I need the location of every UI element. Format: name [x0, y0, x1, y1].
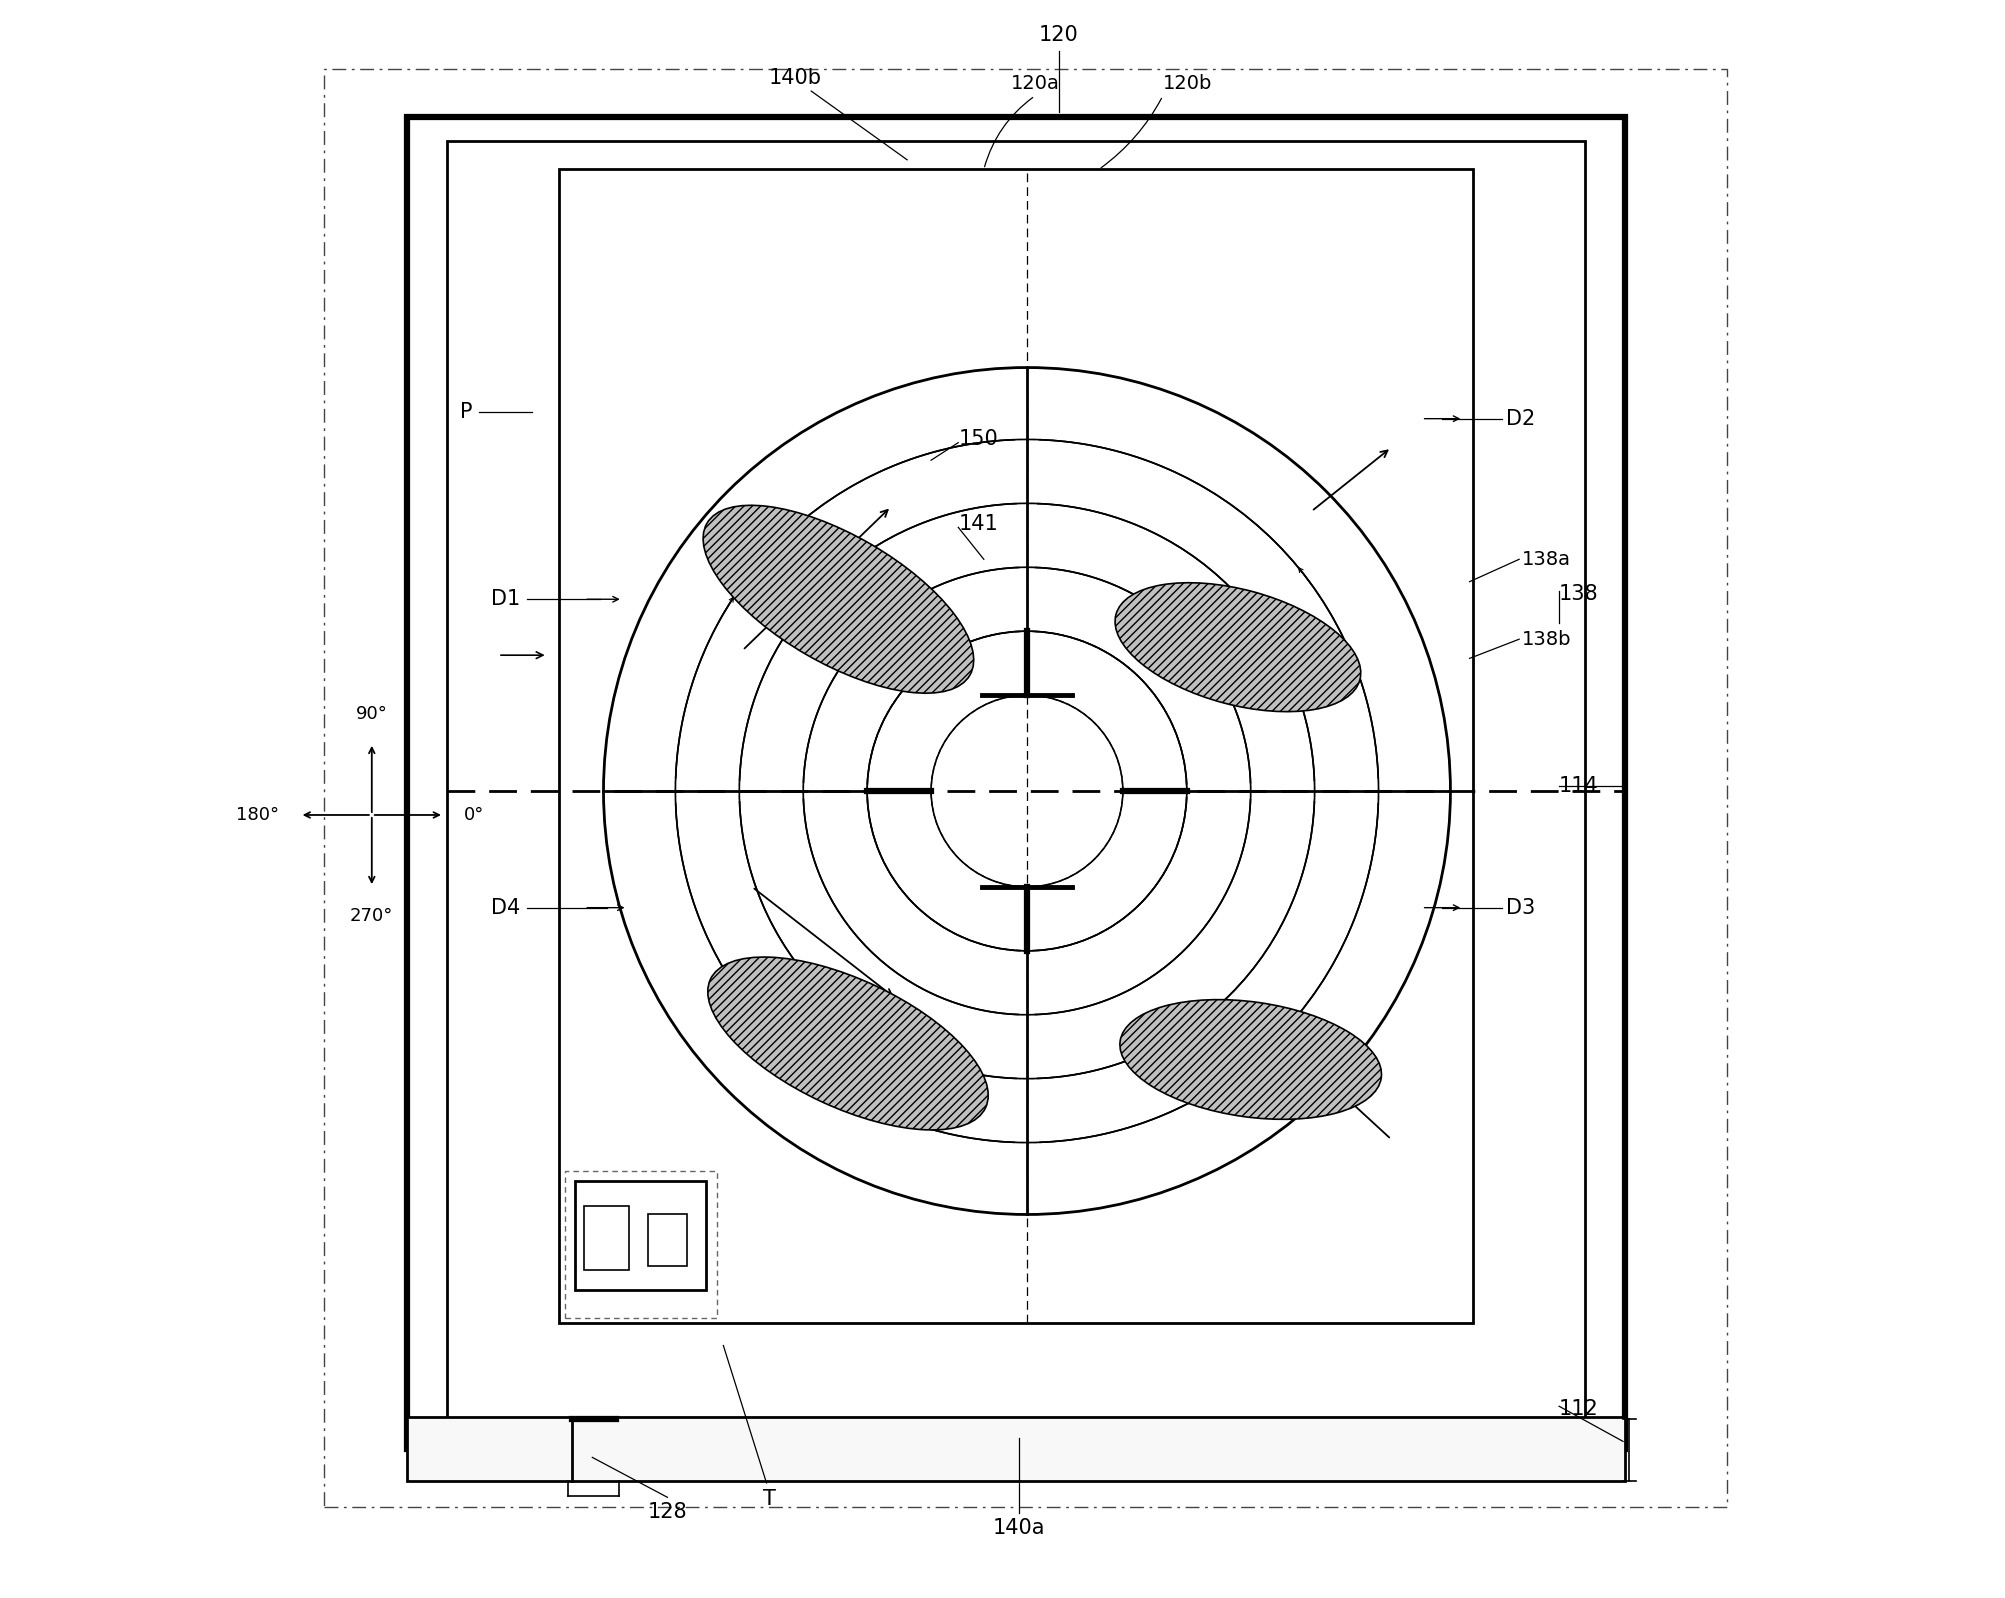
Bar	[323, 69, 1726, 1507]
Text: P: P	[459, 403, 473, 422]
Text: 120a: 120a	[1011, 74, 1059, 93]
Bar	[583, 1206, 630, 1270]
Bar	[648, 1214, 686, 1266]
Text: 112: 112	[1558, 1400, 1598, 1419]
Text: D4: D4	[491, 898, 519, 917]
Text: 114: 114	[1558, 777, 1598, 796]
Bar	[447, 141, 1584, 1419]
Text: 140a: 140a	[992, 1518, 1045, 1539]
Ellipse shape	[1119, 1000, 1381, 1119]
Text: 141: 141	[958, 515, 998, 534]
Ellipse shape	[1115, 583, 1359, 711]
Bar	[575, 1181, 706, 1290]
Bar	[559, 169, 1472, 1323]
Text: 140b: 140b	[768, 67, 822, 88]
Ellipse shape	[708, 957, 988, 1130]
Bar	[407, 117, 1624, 1449]
Text: 0°: 0°	[463, 805, 485, 825]
Text: 180°: 180°	[237, 805, 279, 825]
Text: T: T	[764, 1489, 776, 1510]
Text: D2: D2	[1506, 409, 1536, 428]
Text: 270°: 270°	[351, 908, 393, 925]
Text: 138b: 138b	[1522, 630, 1572, 649]
Ellipse shape	[704, 505, 972, 694]
Text: 120: 120	[1039, 24, 1079, 45]
Text: 120b: 120b	[1163, 74, 1211, 93]
Bar	[565, 1171, 716, 1318]
Text: 138: 138	[1558, 585, 1598, 604]
Text: 150: 150	[958, 430, 998, 449]
Text: D3: D3	[1506, 898, 1536, 917]
Text: 128: 128	[648, 1502, 688, 1523]
Text: 90°: 90°	[355, 705, 387, 722]
Text: 138a: 138a	[1522, 550, 1570, 569]
Bar	[407, 1417, 1624, 1481]
Text: D1: D1	[491, 590, 519, 609]
